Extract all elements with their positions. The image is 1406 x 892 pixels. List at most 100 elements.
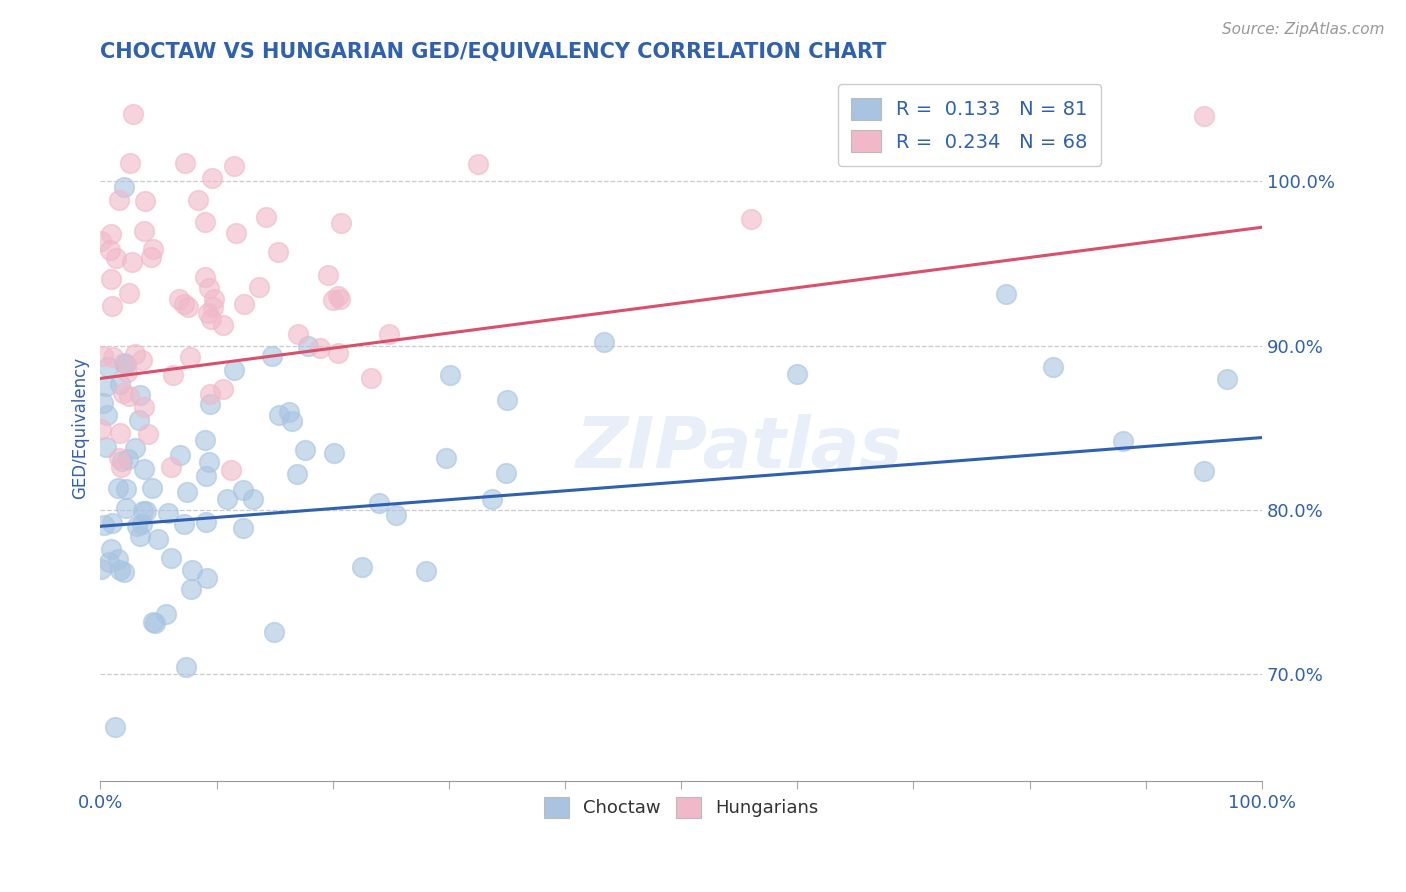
Y-axis label: GED/Equivalency: GED/Equivalency <box>72 357 89 499</box>
Point <box>110 460 132 475</box>
Point <box>328 289 350 303</box>
Point <box>467 157 489 171</box>
Point <box>225 226 247 240</box>
Point <box>104 720 127 734</box>
Point <box>329 293 352 307</box>
Point <box>232 521 254 535</box>
Point <box>112 356 135 370</box>
Point <box>132 224 155 238</box>
Point <box>330 216 353 230</box>
Point <box>118 286 141 301</box>
Point <box>224 160 246 174</box>
Point <box>160 459 183 474</box>
Text: ZIPatlas: ZIPatlas <box>575 415 903 483</box>
Point <box>202 300 225 314</box>
Point <box>112 565 135 579</box>
Point <box>439 368 461 383</box>
Point <box>323 445 346 459</box>
Point <box>131 352 153 367</box>
Point <box>194 270 217 285</box>
Point <box>181 563 204 577</box>
Point <box>141 250 163 264</box>
Point <box>124 346 146 360</box>
Point <box>91 349 114 363</box>
Point <box>169 449 191 463</box>
Point <box>219 463 242 477</box>
Point <box>129 529 152 543</box>
Point <box>108 376 131 391</box>
Point <box>322 293 344 307</box>
Point <box>232 297 254 311</box>
Point <box>495 466 517 480</box>
Point <box>385 508 408 522</box>
Point <box>368 496 391 510</box>
Point <box>100 271 122 285</box>
Point <box>108 563 131 577</box>
Point <box>101 350 124 364</box>
Point <box>281 414 304 428</box>
Point <box>117 451 139 466</box>
Point <box>118 155 141 169</box>
Point <box>142 242 165 256</box>
Point <box>247 280 270 294</box>
Point <box>1192 464 1215 478</box>
Point <box>107 551 129 566</box>
Point <box>200 311 222 326</box>
Point <box>481 492 503 507</box>
Point <box>98 555 121 569</box>
Point <box>90 234 112 248</box>
Point <box>134 194 156 209</box>
Point <box>121 255 143 269</box>
Point <box>110 426 132 441</box>
Point <box>200 397 222 411</box>
Point <box>177 300 200 314</box>
Point <box>350 559 373 574</box>
Point <box>90 562 112 576</box>
Point <box>91 396 114 410</box>
Point <box>277 405 299 419</box>
Point <box>107 193 129 207</box>
Text: CHOCTAW VS HUNGARIAN GED/EQUIVALENCY CORRELATION CHART: CHOCTAW VS HUNGARIAN GED/EQUIVALENCY COR… <box>100 42 887 62</box>
Point <box>786 368 808 382</box>
Point <box>174 660 197 674</box>
Point <box>262 349 284 363</box>
Point <box>1042 359 1064 374</box>
Point <box>212 318 235 332</box>
Point <box>160 550 183 565</box>
Point <box>224 363 246 377</box>
Point <box>131 516 153 531</box>
Point <box>128 412 150 426</box>
Point <box>318 268 340 282</box>
Point <box>127 519 149 533</box>
Point <box>1192 109 1215 123</box>
Point <box>308 341 330 355</box>
Point <box>118 389 141 403</box>
Point <box>98 244 121 258</box>
Point <box>197 306 219 320</box>
Point <box>326 346 349 360</box>
Point <box>132 401 155 415</box>
Point <box>187 193 209 207</box>
Point <box>267 408 290 422</box>
Point <box>146 532 169 546</box>
Point <box>254 210 277 224</box>
Point <box>114 482 136 496</box>
Point <box>263 624 285 639</box>
Point <box>174 156 197 170</box>
Point <box>198 455 221 469</box>
Point <box>592 335 614 350</box>
Point <box>287 327 309 342</box>
Point <box>136 427 159 442</box>
Point <box>434 451 457 466</box>
Point <box>360 371 382 385</box>
Point <box>143 615 166 630</box>
Point <box>195 571 218 585</box>
Point <box>115 357 138 371</box>
Point <box>112 180 135 194</box>
Point <box>198 386 221 401</box>
Point <box>173 297 195 311</box>
Point <box>285 467 308 481</box>
Point <box>167 292 190 306</box>
Point <box>100 541 122 556</box>
Point <box>107 481 129 495</box>
